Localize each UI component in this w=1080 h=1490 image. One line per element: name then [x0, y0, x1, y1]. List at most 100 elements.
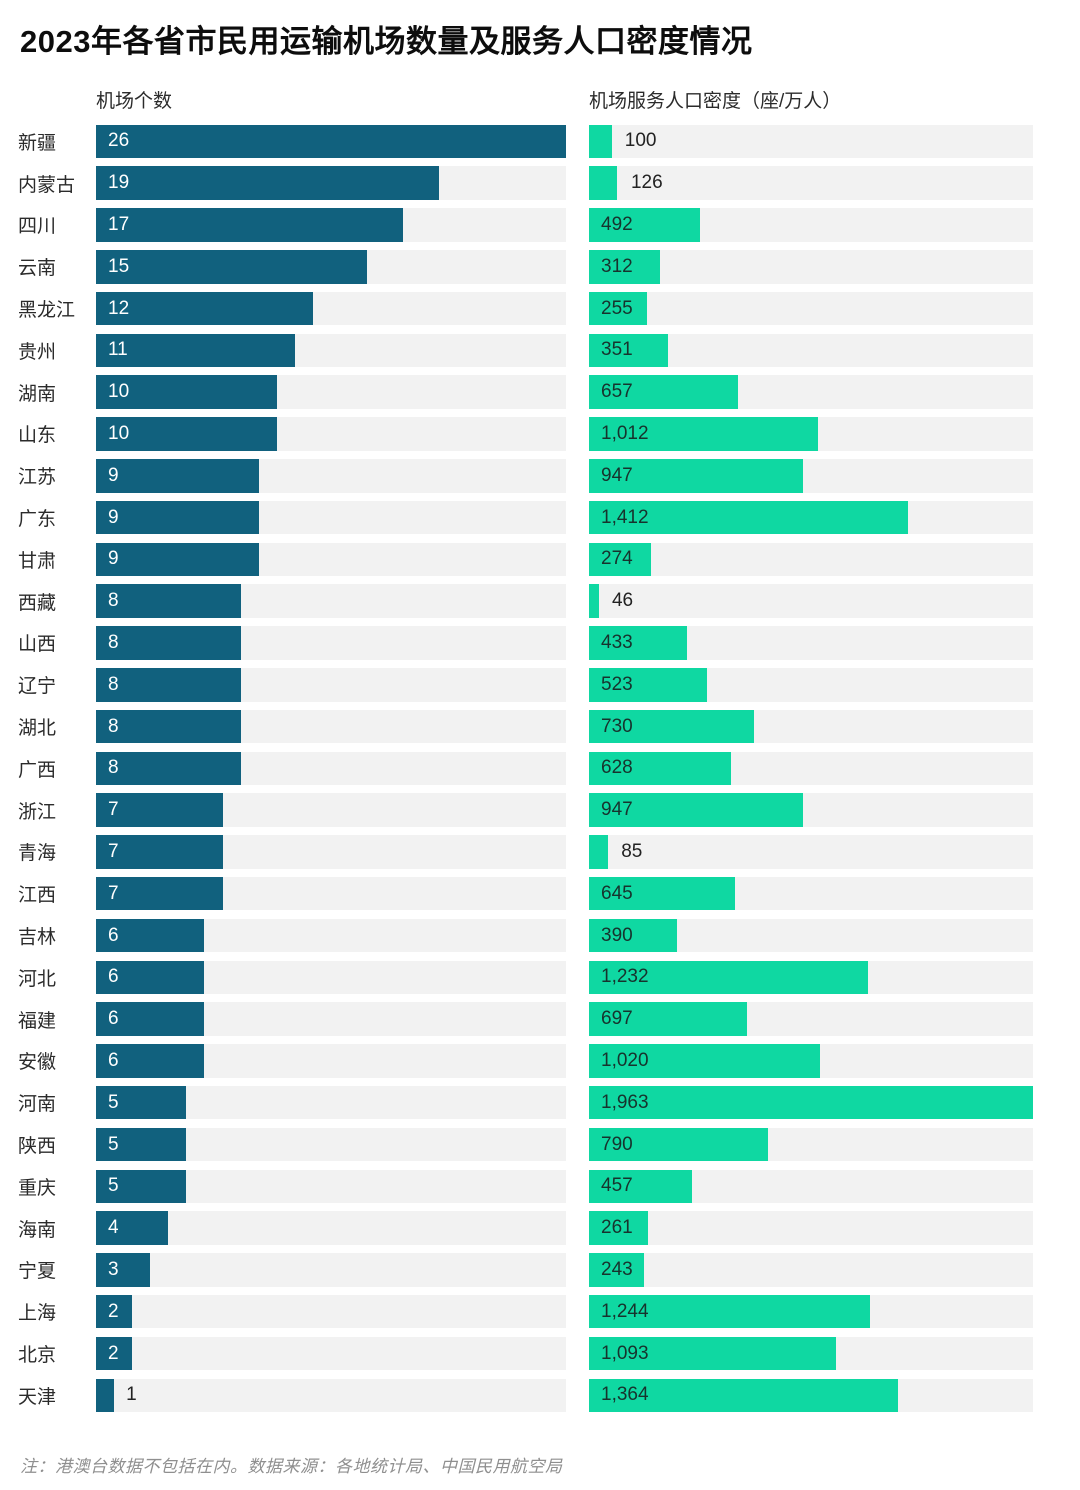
province-label: 河北 — [18, 968, 57, 990]
airports-bar: 15 — [96, 250, 368, 284]
table-row: 湖南 10 657 — [18, 375, 1080, 409]
airports-bar: 3 — [96, 1253, 151, 1287]
density-bar-track: 312 — [589, 250, 1033, 284]
density-bar-track: 261 — [589, 1211, 1033, 1245]
airports-value-label: 6 — [108, 1049, 119, 1071]
airports-value-label: 8 — [108, 673, 119, 695]
table-row: 吉林 6 390 — [18, 918, 1080, 953]
province-label: 河南 — [18, 1094, 57, 1116]
province-label: 黑龙江 — [18, 300, 76, 322]
airports-bar-track: 5 — [96, 1169, 566, 1204]
airports-bar: 8 — [96, 626, 241, 660]
density-bar-track: 433 — [589, 626, 1033, 660]
density-value-label: 390 — [601, 924, 633, 946]
density-value-label: 947 — [601, 799, 633, 821]
density-bar: 1,232 — [589, 960, 868, 995]
table-row: 江苏 9 947 — [18, 459, 1080, 493]
airports-value-label: 1 — [126, 1384, 137, 1406]
province-label: 江西 — [18, 885, 57, 907]
airports-bar-track: 26 — [96, 124, 566, 159]
density-bar-track: 457 — [589, 1169, 1033, 1204]
table-row: 河北 6 1,232 — [18, 960, 1080, 995]
density-value-label: 46 — [611, 590, 634, 612]
density-bar-track: 243 — [589, 1253, 1033, 1287]
province-label: 宁夏 — [18, 1261, 57, 1283]
density-bar: 523 — [589, 668, 708, 702]
density-bar: 255 — [589, 291, 647, 326]
province-label: 海南 — [18, 1219, 57, 1241]
airports-bar-track: 8 — [96, 668, 566, 702]
density-bar: 697 — [589, 1002, 747, 1036]
density-value-label: 645 — [601, 882, 633, 904]
airports-bar-track: 17 — [96, 208, 566, 242]
airports-bar: 5 — [96, 1169, 187, 1204]
density-value-label: 433 — [601, 631, 633, 653]
airports-bar-track: 9 — [96, 542, 566, 577]
table-row: 陕西 5 790 — [18, 1127, 1080, 1162]
chart-rows: 新疆 26 100 内蒙古 19 126 四川 17 492 云南 15 312 黑龙江 12 255 贵州 1… — [0, 124, 1080, 1413]
airports-bar-track: 6 — [96, 918, 566, 953]
province-label: 广东 — [18, 509, 57, 531]
table-row: 辽宁 8 523 — [18, 668, 1080, 702]
province-label: 辽宁 — [18, 676, 57, 698]
density-value-label: 492 — [601, 213, 633, 235]
airports-bar: 11 — [96, 333, 295, 368]
density-bar-track: 947 — [589, 459, 1033, 493]
density-bar: 628 — [589, 751, 732, 786]
density-bar: 947 — [589, 459, 804, 493]
density-bar-track: 947 — [589, 793, 1033, 827]
page-title: 2023年各省市民用运输机场数量及服务人口密度情况 — [20, 24, 753, 59]
density-value-label: 274 — [601, 548, 633, 570]
density-bar: 1,020 — [589, 1044, 820, 1078]
table-row: 天津 1 1,364 — [18, 1378, 1080, 1413]
airports-bar-track: 8 — [96, 584, 566, 618]
density-bar: 790 — [589, 1127, 768, 1162]
airports-bar-track: 12 — [96, 291, 566, 326]
density-bar: 1,963 — [589, 1085, 1033, 1120]
airports-bar-track: 7 — [96, 835, 566, 869]
province-label: 福建 — [18, 1010, 57, 1032]
density-bar-track: 492 — [589, 208, 1033, 242]
density-value-label: 1,232 — [601, 966, 649, 988]
airports-bar: 10 — [96, 417, 277, 451]
airports-value-label: 6 — [108, 924, 119, 946]
density-bar: 1,364 — [589, 1378, 898, 1413]
airports-value-label: 26 — [108, 130, 130, 152]
table-row: 福建 6 697 — [18, 1002, 1080, 1036]
density-value-label: 255 — [601, 297, 633, 319]
table-row: 江西 7 645 — [18, 876, 1080, 911]
province-label: 甘肃 — [18, 550, 57, 572]
table-row: 青海 7 85 — [18, 835, 1080, 869]
density-bar: 390 — [589, 918, 678, 953]
table-row: 广东 9 1,412 — [18, 500, 1080, 535]
density-bar-track: 645 — [589, 876, 1033, 911]
airports-bar: 9 — [96, 500, 259, 535]
density-bar: 1,412 — [589, 500, 909, 535]
airports-bar: 5 — [96, 1085, 187, 1120]
airports-bar-track: 10 — [96, 375, 566, 409]
province-label: 江苏 — [18, 467, 57, 489]
density-bar-track: 697 — [589, 1002, 1033, 1036]
airports-value-label: 8 — [108, 590, 119, 612]
density-value-label: 261 — [601, 1217, 633, 1239]
density-bar: 657 — [589, 375, 738, 409]
airports-bar — [96, 1378, 115, 1413]
density-bar: 492 — [589, 208, 701, 242]
airports-value-label: 2 — [108, 1300, 119, 1322]
table-row: 上海 2 1,244 — [18, 1294, 1080, 1329]
density-value-label: 790 — [601, 1133, 633, 1155]
footnote: 注：港澳台数据不包括在内。数据来源：各地统计局、中国民用航空局 — [20, 1457, 563, 1476]
density-bar-track: 126 — [589, 166, 1033, 200]
density-bar-track: 274 — [589, 542, 1033, 577]
density-bar: 947 — [589, 793, 804, 827]
table-row: 四川 17 492 — [18, 208, 1080, 242]
density-bar-track: 1,963 — [589, 1085, 1033, 1120]
province-label: 天津 — [18, 1386, 57, 1408]
density-value-label: 126 — [630, 172, 663, 194]
airports-bar-track: 5 — [96, 1085, 566, 1120]
density-bar: 312 — [589, 250, 660, 284]
province-label: 湖南 — [18, 383, 57, 405]
density-value-label: 1,020 — [601, 1049, 649, 1071]
table-row: 甘肃 9 274 — [18, 542, 1080, 577]
airports-bar: 6 — [96, 960, 205, 995]
